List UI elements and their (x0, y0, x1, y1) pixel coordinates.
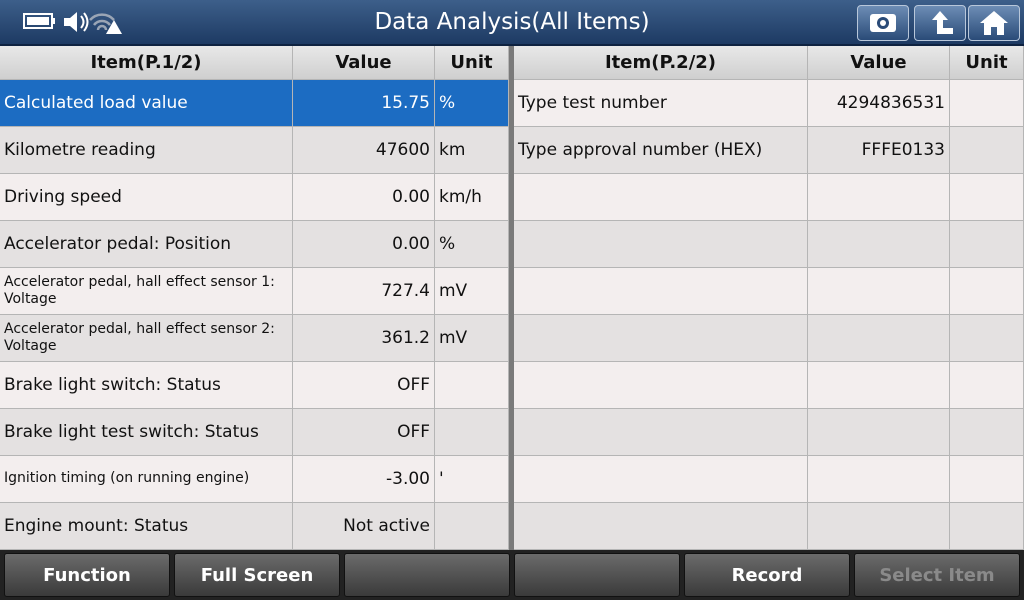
empty-cell (514, 221, 808, 268)
empty-cell (514, 362, 808, 409)
empty-cell (514, 315, 808, 362)
record-button[interactable]: Record (684, 553, 850, 597)
empty-cell (950, 456, 1024, 503)
row-unit[interactable]: % (435, 221, 509, 268)
row-item[interactable]: Ignition timing (on running engine) (0, 456, 293, 503)
row-unit[interactable]: ' (435, 456, 509, 503)
row-value[interactable]: 47600 (293, 127, 435, 174)
empty-cell (808, 221, 950, 268)
empty-cell (514, 456, 808, 503)
empty-cell (950, 362, 1024, 409)
empty-cell[interactable] (435, 362, 509, 409)
row-item[interactable]: Engine mount: Status (0, 503, 293, 550)
empty-cell[interactable] (435, 503, 509, 550)
empty-cell[interactable] (950, 127, 1024, 174)
empty-cell (808, 268, 950, 315)
back-button[interactable] (914, 5, 966, 41)
row-value[interactable]: OFF (293, 362, 435, 409)
row-item[interactable]: Type test number (514, 80, 808, 127)
row-item[interactable]: Brake light test switch: Status (0, 409, 293, 456)
empty-cell (950, 409, 1024, 456)
empty-cell (950, 221, 1024, 268)
empty-cell (808, 456, 950, 503)
row-value[interactable]: 4294836531 (808, 80, 950, 127)
empty-cell (808, 362, 950, 409)
row-value[interactable]: 0.00 (293, 221, 435, 268)
select-item-button: Select Item (854, 553, 1020, 597)
row-value[interactable]: OFF (293, 409, 435, 456)
top-bar: Data Analysis(All Items) (0, 0, 1024, 46)
row-value[interactable]: FFFE0133 (808, 127, 950, 174)
row-value[interactable]: -3.00 (293, 456, 435, 503)
row-item[interactable]: Accelerator pedal: Position (0, 221, 293, 268)
row-value[interactable]: 0.00 (293, 174, 435, 221)
full-screen-button[interactable]: Full Screen (174, 553, 340, 597)
row-value[interactable]: 361.2 (293, 315, 435, 362)
row-item[interactable]: Brake light switch: Status (0, 362, 293, 409)
row-value[interactable]: 727.4 (293, 268, 435, 315)
column-header: Value (808, 46, 950, 80)
row-item[interactable]: Kilometre reading (0, 127, 293, 174)
empty-cell (514, 409, 808, 456)
row-unit[interactable]: km/h (435, 174, 509, 221)
empty-cell (808, 409, 950, 456)
empty-button (514, 553, 680, 597)
column-header: Value (293, 46, 435, 80)
column-header: Unit (950, 46, 1024, 80)
row-value[interactable]: Not active (293, 503, 435, 550)
screenshot-button[interactable] (857, 5, 909, 41)
empty-cell (950, 315, 1024, 362)
empty-cell (514, 268, 808, 315)
column-header: Item(P.2/2) (514, 46, 808, 80)
status-icons (23, 12, 122, 34)
empty-cell (950, 174, 1024, 221)
row-item[interactable]: Driving speed (0, 174, 293, 221)
empty-cell (514, 174, 808, 221)
row-unit[interactable]: mV (435, 268, 509, 315)
row-unit[interactable]: mV (435, 315, 509, 362)
bottom-bar: Function Full Screen Record Select Item (0, 550, 1024, 600)
pane-divider (509, 46, 514, 550)
empty-cell (808, 503, 950, 550)
empty-cell[interactable] (950, 80, 1024, 127)
screen-title: Data Analysis(All Items) (374, 9, 650, 35)
row-item[interactable]: Type approval number (HEX) (514, 127, 808, 174)
empty-cell (950, 503, 1024, 550)
empty-cell (514, 503, 808, 550)
column-header: Unit (435, 46, 509, 80)
right-table: Item(P.2/2) Value Unit Type test number 4294… (514, 46, 1024, 550)
left-table: Item(P.1/2) Value Unit Calculated load valu… (0, 46, 509, 550)
row-unit[interactable]: % (435, 80, 509, 127)
home-button[interactable] (968, 5, 1020, 41)
row-item[interactable]: Accelerator pedal, hall effect sensor 1:… (0, 268, 293, 315)
row-item[interactable]: Calculated load value (0, 80, 293, 127)
column-header: Item(P.1/2) (0, 46, 293, 80)
row-item[interactable]: Accelerator pedal, hall effect sensor 2:… (0, 315, 293, 362)
empty-button (344, 553, 510, 597)
empty-cell (950, 268, 1024, 315)
empty-cell (808, 315, 950, 362)
empty-cell[interactable] (435, 409, 509, 456)
row-value[interactable]: 15.75 (293, 80, 435, 127)
empty-cell (808, 174, 950, 221)
row-unit[interactable]: km (435, 127, 509, 174)
function-button[interactable]: Function (4, 553, 170, 597)
